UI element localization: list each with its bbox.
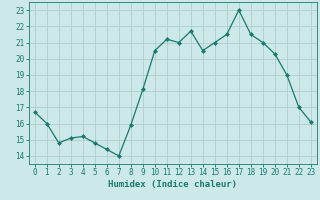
X-axis label: Humidex (Indice chaleur): Humidex (Indice chaleur) xyxy=(108,180,237,189)
